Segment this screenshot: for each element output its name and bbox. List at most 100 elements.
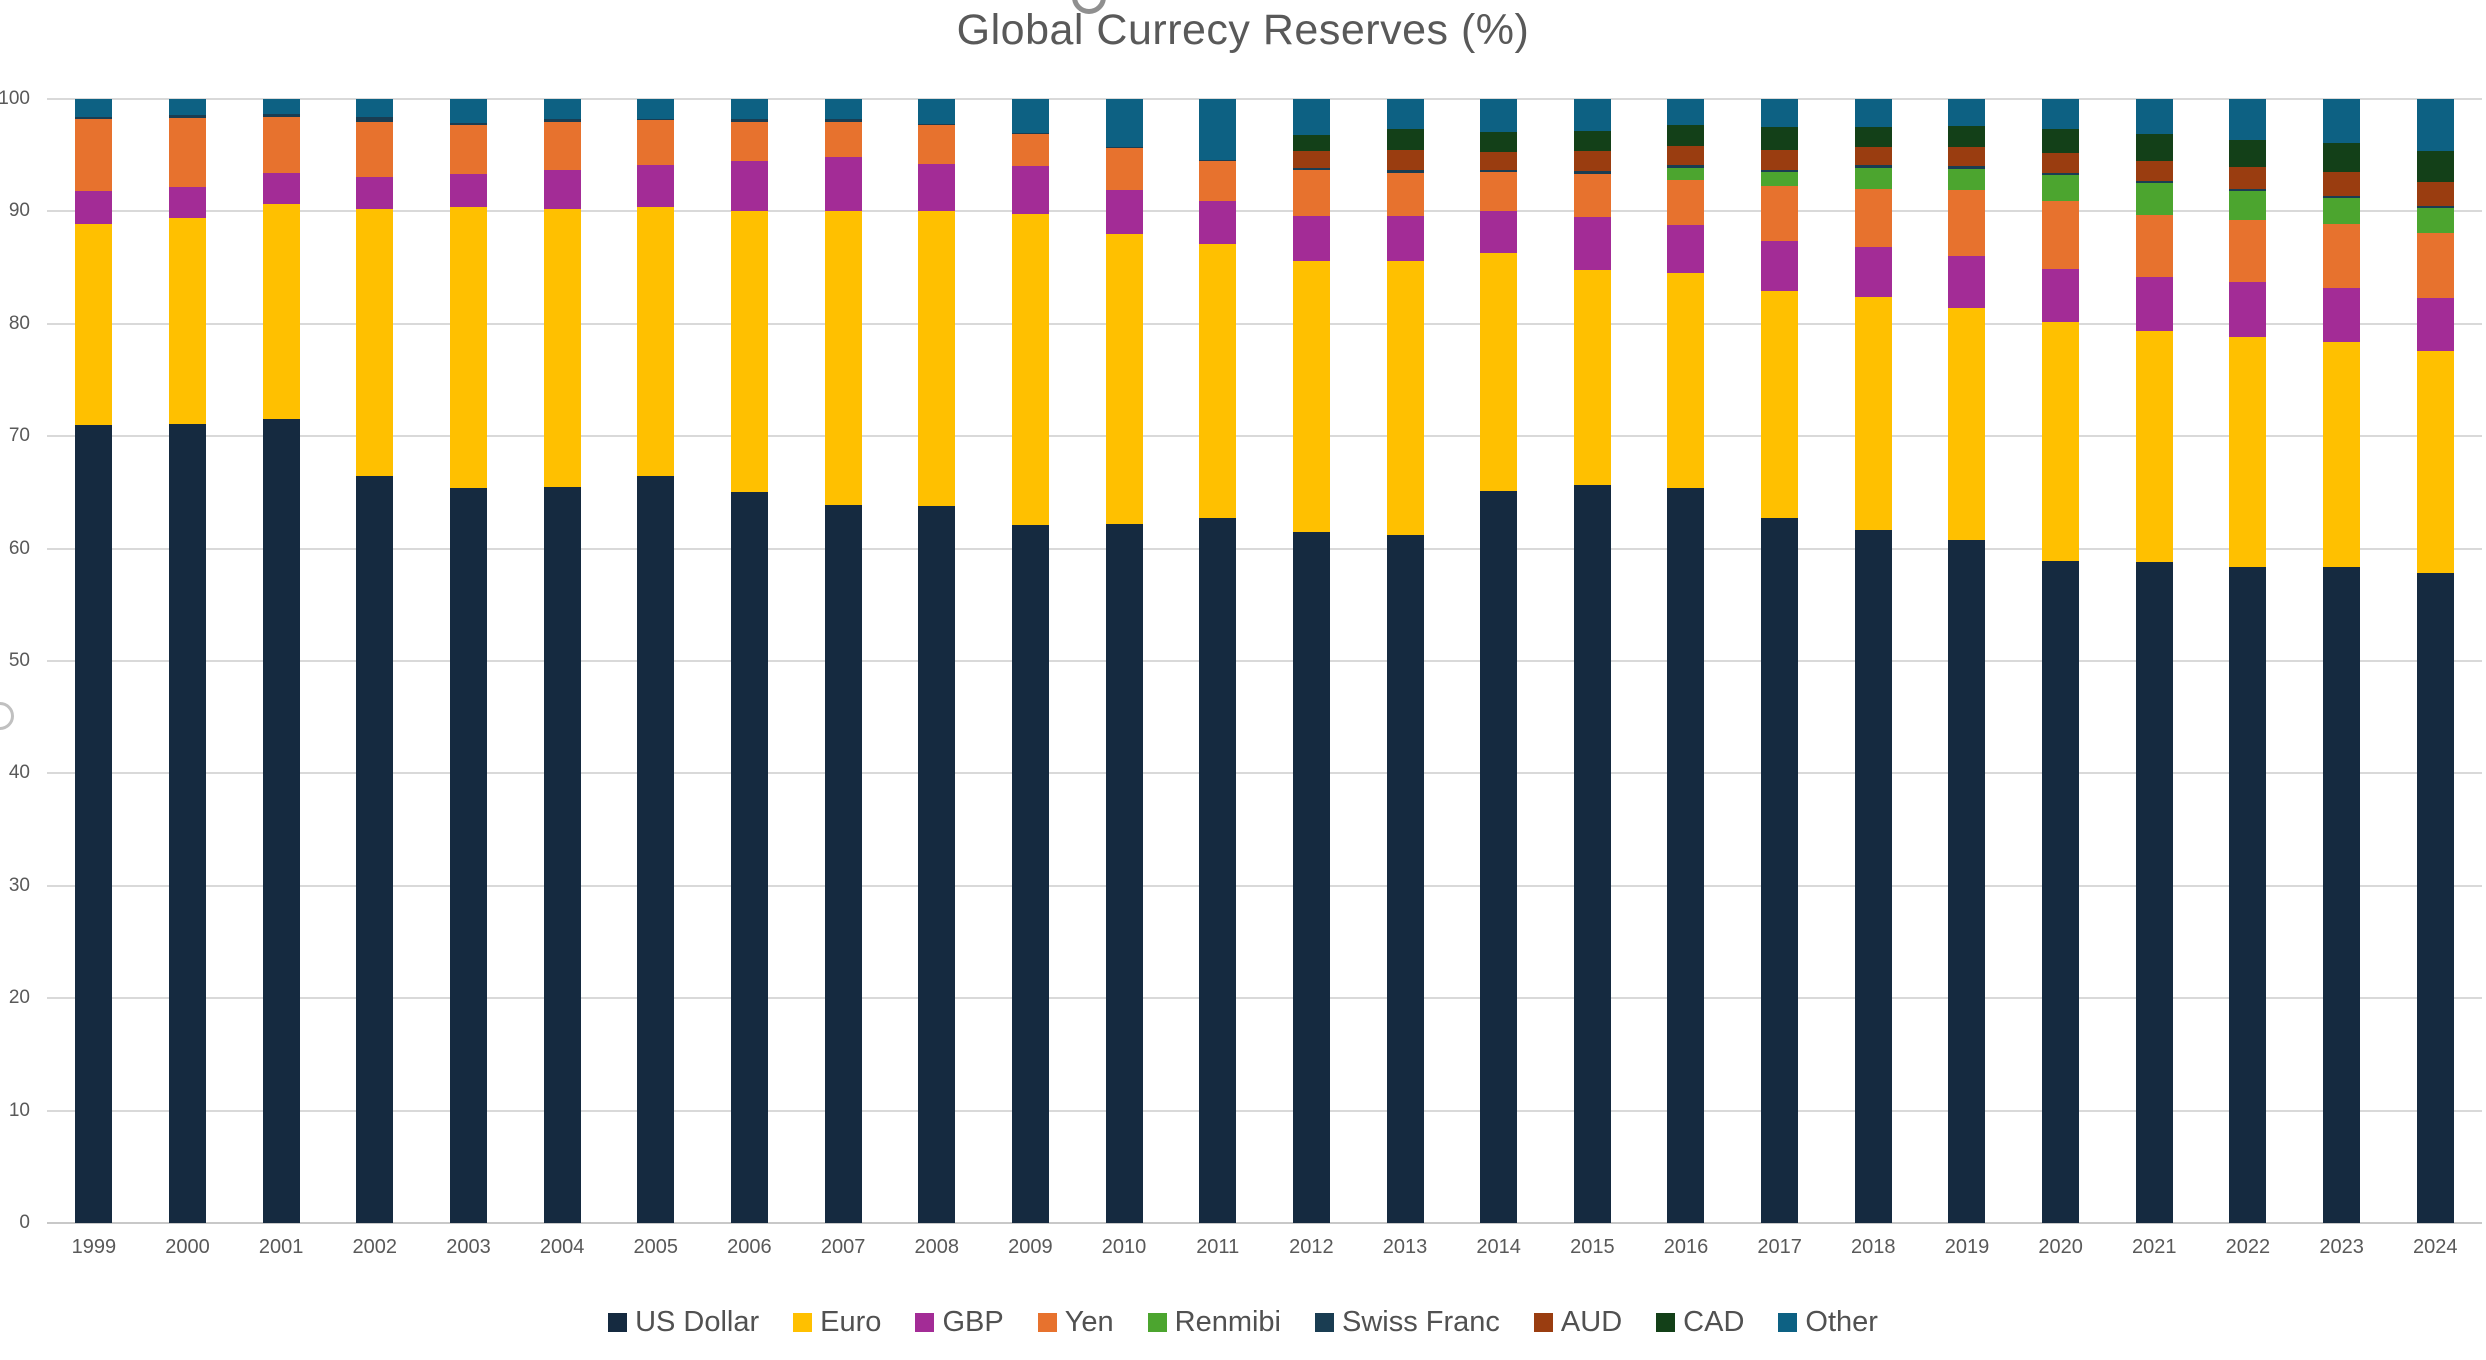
segment-us-dollar-2009[interactable] xyxy=(1011,525,1049,1223)
segment-renmibi-2019[interactable] xyxy=(1948,168,1986,191)
legend-item-aud[interactable]: AUD xyxy=(1533,1306,1622,1339)
segment-swiss-franc-2022[interactable] xyxy=(2229,188,2267,192)
segment-cad-2019[interactable] xyxy=(1948,126,1986,148)
segment-euro-2009[interactable] xyxy=(1011,213,1049,525)
segment-other-2018[interactable] xyxy=(1854,99,1892,128)
segment-euro-2004[interactable] xyxy=(543,209,581,487)
segment-other-2000[interactable] xyxy=(168,99,206,115)
segment-cad-2012[interactable] xyxy=(1292,135,1330,151)
segment-other-2013[interactable] xyxy=(1386,99,1424,130)
segment-renmibi-2018[interactable] xyxy=(1854,167,1892,189)
segment-yen-2015[interactable] xyxy=(1573,174,1611,218)
segment-us-dollar-2007[interactable] xyxy=(824,504,862,1223)
segment-cad-2024[interactable] xyxy=(2416,150,2454,183)
segment-yen-2022[interactable] xyxy=(2229,220,2267,283)
segment-other-2021[interactable] xyxy=(2135,99,2173,134)
segment-yen-2020[interactable] xyxy=(2042,201,2080,269)
segment-gbp-2003[interactable] xyxy=(449,174,487,207)
legend-item-swiss-franc[interactable]: Swiss Franc xyxy=(1315,1306,1500,1339)
segment-yen-2018[interactable] xyxy=(1854,188,1892,248)
legend-item-us-dollar[interactable]: US Dollar xyxy=(608,1306,759,1339)
segment-yen-1999[interactable] xyxy=(75,119,113,192)
segment-aud-2021[interactable] xyxy=(2135,160,2173,182)
segment-aud-2017[interactable] xyxy=(1761,149,1799,170)
segment-swiss-franc-2017[interactable] xyxy=(1761,169,1799,173)
segment-us-dollar-2008[interactable] xyxy=(918,505,956,1223)
segment-euro-2007[interactable] xyxy=(824,211,862,505)
segment-gbp-2013[interactable] xyxy=(1386,215,1424,261)
segment-other-2007[interactable] xyxy=(824,99,862,120)
segment-us-dollar-2001[interactable] xyxy=(262,419,300,1223)
segment-yen-2014[interactable] xyxy=(1480,172,1518,212)
segment-euro-2020[interactable] xyxy=(2042,321,2080,561)
segment-gbp-2012[interactable] xyxy=(1292,215,1330,261)
segment-swiss-franc-2011[interactable] xyxy=(1199,159,1237,161)
segment-gbp-2006[interactable] xyxy=(730,160,768,212)
segment-gbp-2021[interactable] xyxy=(2135,276,2173,331)
segment-aud-2020[interactable] xyxy=(2042,153,2080,174)
segment-swiss-franc-2000[interactable] xyxy=(168,114,206,119)
segment-gbp-2024[interactable] xyxy=(2416,297,2454,351)
segment-us-dollar-2020[interactable] xyxy=(2042,560,2080,1223)
legend-item-euro[interactable]: Euro xyxy=(793,1306,881,1339)
segment-us-dollar-2017[interactable] xyxy=(1761,518,1799,1223)
segment-gbp-2005[interactable] xyxy=(637,165,675,207)
segment-yen-2008[interactable] xyxy=(918,124,956,165)
segment-gbp-2007[interactable] xyxy=(824,157,862,212)
segment-yen-2023[interactable] xyxy=(2323,223,2361,288)
segment-other-2023[interactable] xyxy=(2323,99,2361,143)
segment-yen-2001[interactable] xyxy=(262,117,300,174)
segment-swiss-franc-2001[interactable] xyxy=(262,113,300,118)
segment-euro-2012[interactable] xyxy=(1292,260,1330,532)
segment-other-2024[interactable] xyxy=(2416,99,2454,151)
segment-other-2006[interactable] xyxy=(730,99,768,120)
segment-other-2001[interactable] xyxy=(262,99,300,114)
segment-us-dollar-2016[interactable] xyxy=(1667,487,1705,1223)
segment-us-dollar-2004[interactable] xyxy=(543,486,581,1223)
chart-title[interactable]: Global Currecy Reserves (%) xyxy=(956,6,1530,54)
segment-us-dollar-1999[interactable] xyxy=(75,424,113,1223)
segment-gbp-2017[interactable] xyxy=(1761,240,1799,292)
segment-renmibi-2016[interactable] xyxy=(1667,167,1705,180)
legend-item-cad[interactable]: CAD xyxy=(1656,1306,1744,1339)
segment-euro-2011[interactable] xyxy=(1199,244,1237,519)
segment-us-dollar-2018[interactable] xyxy=(1854,529,1892,1223)
segment-renmibi-2022[interactable] xyxy=(2229,191,2267,221)
segment-euro-2018[interactable] xyxy=(1854,296,1892,530)
segment-euro-2001[interactable] xyxy=(262,203,300,420)
segment-euro-2016[interactable] xyxy=(1667,273,1705,488)
segment-us-dollar-2003[interactable] xyxy=(449,487,487,1223)
segment-gbp-2000[interactable] xyxy=(168,186,206,219)
segment-yen-2002[interactable] xyxy=(356,121,394,177)
segment-other-2014[interactable] xyxy=(1480,99,1518,132)
segment-cad-2018[interactable] xyxy=(1854,127,1892,148)
legend-item-yen[interactable]: Yen xyxy=(1037,1306,1114,1339)
segment-swiss-franc-2019[interactable] xyxy=(1948,166,1986,169)
legend-item-renmibi[interactable]: Renmibi xyxy=(1147,1306,1281,1339)
segment-us-dollar-2023[interactable] xyxy=(2323,566,2361,1223)
segment-us-dollar-2000[interactable] xyxy=(168,423,206,1223)
segment-renmibi-2023[interactable] xyxy=(2323,197,2361,224)
segment-euro-2022[interactable] xyxy=(2229,337,2267,567)
segment-swiss-franc-2012[interactable] xyxy=(1292,167,1330,170)
segment-euro-2008[interactable] xyxy=(918,211,956,506)
segment-swiss-franc-2024[interactable] xyxy=(2416,205,2454,209)
segment-us-dollar-2012[interactable] xyxy=(1292,531,1330,1223)
segment-aud-2024[interactable] xyxy=(2416,182,2454,206)
segment-euro-2014[interactable] xyxy=(1480,253,1518,492)
segment-swiss-franc-2008[interactable] xyxy=(918,123,956,125)
segment-other-2009[interactable] xyxy=(1011,99,1049,133)
segment-euro-2024[interactable] xyxy=(2416,350,2454,574)
segment-gbp-2009[interactable] xyxy=(1011,166,1049,214)
segment-other-2008[interactable] xyxy=(918,99,956,124)
segment-us-dollar-2014[interactable] xyxy=(1480,491,1518,1223)
segment-cad-2015[interactable] xyxy=(1573,130,1611,151)
segment-yen-2009[interactable] xyxy=(1011,133,1049,167)
segment-cad-2016[interactable] xyxy=(1667,124,1705,147)
segment-cad-2023[interactable] xyxy=(2323,142,2361,173)
segment-cad-2020[interactable] xyxy=(2042,129,2080,154)
segment-swiss-franc-2002[interactable] xyxy=(356,117,394,122)
segment-renmibi-2017[interactable] xyxy=(1761,172,1799,186)
segment-gbp-2016[interactable] xyxy=(1667,224,1705,274)
segment-yen-2006[interactable] xyxy=(730,121,768,161)
